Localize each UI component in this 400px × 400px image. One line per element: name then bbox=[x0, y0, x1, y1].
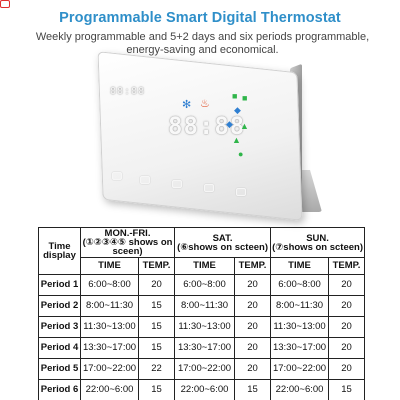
period-label: Period 3 bbox=[38, 316, 81, 338]
table-cell: 13:30~17:00 bbox=[80, 337, 139, 359]
group-header-mon-fri: MON.-FRI. (①②③④⑤ shows on sceen) bbox=[79, 227, 176, 258]
page-subtitle: Weekly programmable and 5+2 days and six… bbox=[30, 31, 375, 57]
table-cell: 13:30~17:00 bbox=[270, 337, 330, 359]
thermostat-touch-button[interactable] bbox=[204, 184, 214, 192]
table-cell: 15 bbox=[137, 337, 176, 359]
table-cell: 20 bbox=[234, 295, 272, 317]
indicator-icon: ■ bbox=[232, 91, 238, 101]
table-cell: 11:30~13:00 bbox=[270, 316, 330, 338]
table-cell: 17:00~22:00 bbox=[174, 358, 236, 380]
group-header-sun: SUN. (⑦shows on scteen) bbox=[270, 227, 366, 258]
indicator-icon: ● bbox=[238, 149, 244, 159]
subtitle-line-1: Weekly programmable and 5+2 days and six… bbox=[35, 31, 370, 43]
table-cell: 20 bbox=[328, 358, 366, 380]
time-column-header: TIME bbox=[174, 257, 236, 275]
indicator-icon: ▲ bbox=[240, 121, 249, 131]
table-cell: 15 bbox=[328, 379, 366, 400]
table-cell: 15 bbox=[137, 316, 176, 338]
table-row: Period 2 8:00~11:30 15 8:00~11:30 20 8:0… bbox=[38, 295, 366, 317]
group-note: (①②③④⑤ shows on sceen) bbox=[82, 237, 173, 257]
table-cell: 8:00~11:30 bbox=[174, 295, 236, 317]
table-cell: 17:00~22:00 bbox=[270, 358, 330, 380]
table-row: Period 6 22:00~6:00 15 22:00~6:00 15 22:… bbox=[38, 379, 366, 400]
time-column-header: TIME bbox=[80, 257, 139, 275]
group-title: SAT. bbox=[212, 232, 233, 244]
period-label: Period 2 bbox=[38, 295, 81, 317]
schedule-table: Time display MON.-FRI. (①②③④⑤ shows on s… bbox=[38, 227, 366, 400]
period-label: Period 6 bbox=[38, 379, 81, 400]
temp-column-header: TEMP. bbox=[234, 257, 272, 275]
power-icon bbox=[0, 0, 10, 8]
table-cell: 22 bbox=[137, 358, 176, 380]
period-label: Period 5 bbox=[38, 358, 81, 380]
page-title: Programmable Smart Digital Thermostat bbox=[59, 10, 341, 26]
table-cell: 15 bbox=[137, 295, 176, 317]
period-label: Period 1 bbox=[38, 274, 81, 296]
table-cell: 13:30~17:00 bbox=[174, 337, 236, 359]
thermostat-touch-button[interactable] bbox=[140, 176, 150, 184]
table-row: Period 5 17:00~22:00 22 17:00~22:00 20 1… bbox=[38, 358, 366, 380]
table-cell: 20 bbox=[234, 358, 272, 380]
thermostat-touch-button[interactable] bbox=[172, 180, 182, 188]
table-cell: 11:30~13:00 bbox=[80, 316, 139, 338]
thermostat-temperature-display: 88:88 bbox=[168, 112, 246, 140]
table-cell: 20 bbox=[328, 295, 366, 317]
indicator-icon: ▲ bbox=[232, 135, 241, 145]
table-row: Period 3 11:30~13:00 15 11:30~13:00 20 1… bbox=[38, 316, 366, 338]
thermostat-touch-button[interactable] bbox=[236, 188, 246, 196]
time-column-header: TIME bbox=[270, 257, 330, 275]
table-cell: 20 bbox=[328, 316, 366, 338]
indicator-icon: ◆ bbox=[234, 105, 241, 115]
period-label: Period 4 bbox=[38, 337, 81, 359]
group-note: (⑥shows on scteen) bbox=[177, 241, 268, 253]
table-cell: 6:00~8:00 bbox=[80, 274, 139, 296]
table-cell: 20 bbox=[234, 274, 272, 296]
flame-icon: ♨ bbox=[200, 98, 210, 110]
table-row: Period 1 6:00~8:00 20 6:00~8:00 20 6:00~… bbox=[38, 274, 366, 296]
table-cell: 6:00~8:00 bbox=[270, 274, 330, 296]
table-cell: 6:00~8:00 bbox=[174, 274, 236, 296]
table-cell: 8:00~11:30 bbox=[80, 295, 139, 317]
temp-column-header: TEMP. bbox=[328, 257, 366, 275]
table-cell: 15 bbox=[137, 379, 176, 400]
table-cell: 17:00~22:00 bbox=[80, 358, 139, 380]
group-header-sat: SAT. (⑥shows on scteen) bbox=[174, 227, 272, 258]
thermostat-touch-button[interactable] bbox=[112, 172, 122, 180]
group-title: SUN. bbox=[306, 232, 329, 244]
schedule-group-header-row: Time display MON.-FRI. (①②③④⑤ shows on s… bbox=[38, 227, 366, 275]
table-cell: 15 bbox=[234, 379, 272, 400]
table-cell: 20 bbox=[234, 316, 272, 338]
table-cell: 8:00~11:30 bbox=[270, 295, 330, 317]
indicator-icon: ■ bbox=[242, 93, 248, 103]
table-cell: 20 bbox=[328, 337, 366, 359]
temp-column-header: TEMP. bbox=[137, 257, 176, 275]
subtitle-line-2: energy-saving and economical. bbox=[126, 44, 279, 56]
group-title: MON.-FRI. bbox=[104, 228, 151, 239]
time-display-header: Time display bbox=[38, 227, 81, 275]
table-cell: 22:00~6:00 bbox=[270, 379, 330, 400]
indicator-icon: ◆ bbox=[226, 119, 233, 129]
thermostat-clock-display: 88:88 bbox=[110, 86, 146, 97]
table-cell: 22:00~6:00 bbox=[80, 379, 139, 400]
table-cell: 20 bbox=[328, 274, 366, 296]
group-note: (⑦shows on scteen) bbox=[272, 241, 363, 253]
table-cell: 20 bbox=[137, 274, 176, 296]
schedule-subheader-row: TIME TEMP. TIME TEMP. TIME TEMP. bbox=[39, 257, 366, 275]
table-cell: 20 bbox=[234, 337, 272, 359]
fan-icon: ✻ bbox=[182, 99, 192, 111]
table-cell: 22:00~6:00 bbox=[174, 379, 236, 400]
table-row: Period 4 13:30~17:00 15 13:30~17:00 20 1… bbox=[38, 337, 366, 359]
table-cell: 11:30~13:00 bbox=[174, 316, 236, 338]
